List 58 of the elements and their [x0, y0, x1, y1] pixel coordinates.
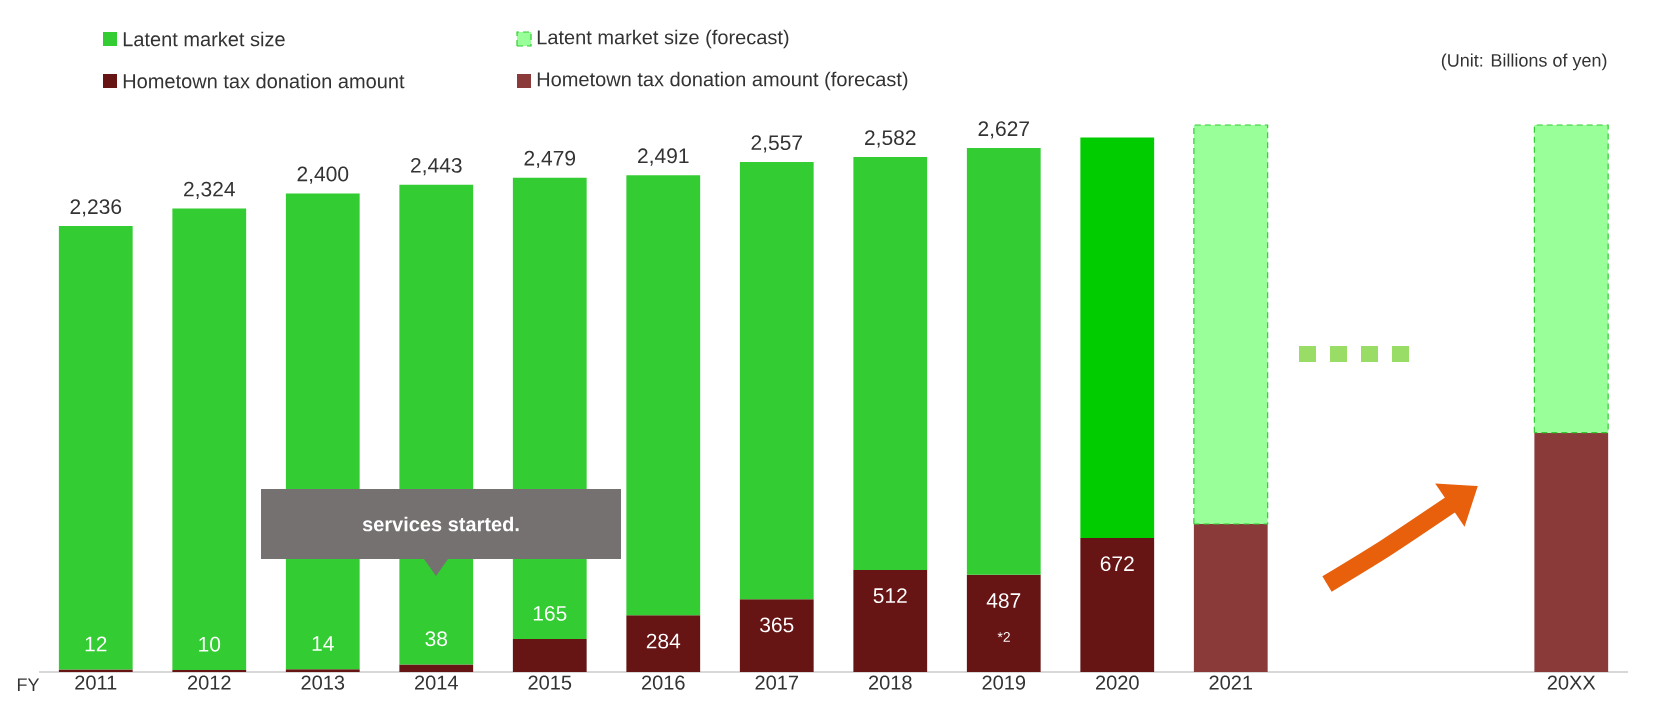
total-label: 2,627	[978, 121, 1029, 139]
legend-label: Latent market size (forecast)	[537, 29, 789, 49]
data-label: 38	[425, 631, 448, 647]
bar	[1193, 524, 1268, 672]
bar	[1080, 537, 1155, 672]
bar	[1080, 137, 1155, 538]
annotation: *2	[997, 632, 1010, 642]
data-label: 672	[1100, 556, 1134, 572]
bar	[512, 639, 587, 672]
bar	[626, 175, 701, 616]
total-label: 2,400	[297, 166, 349, 184]
x-tick-label: 2019	[982, 675, 1026, 690]
x-axis-title: FY	[17, 678, 40, 691]
bar	[172, 208, 247, 670]
x-tick-label: 2017	[755, 675, 799, 690]
bar	[285, 669, 360, 672]
data-label: 12	[85, 636, 107, 652]
bar	[1193, 124, 1269, 525]
total-label: 2,491	[638, 148, 689, 166]
data-label: 365	[760, 617, 794, 633]
x-tick-label: 2016	[642, 675, 685, 690]
bar	[399, 664, 474, 672]
total-label: 2,557	[751, 135, 802, 153]
legend-label: Hometown tax donation amount	[123, 73, 405, 89]
bar	[739, 162, 814, 600]
x-tick-label: 2015	[528, 675, 572, 690]
data-label: 512	[873, 588, 907, 604]
legend-label: Latent market size	[123, 31, 285, 47]
total-label: 2,236	[70, 199, 122, 217]
data-label: 487	[986, 593, 1021, 609]
data-label: 165	[533, 605, 567, 621]
data-label: 10	[199, 636, 221, 652]
x-tick-label: 20XX	[1547, 675, 1596, 690]
annotation: services started.	[362, 516, 519, 532]
total-label: 2,582	[865, 130, 916, 148]
legend-label: Hometown tax donation amount (forecast)	[537, 71, 908, 91]
x-tick-label: 2011	[75, 675, 117, 690]
bar	[626, 615, 701, 672]
total-label: 2,324	[184, 181, 235, 200]
x-tick-label: 2018	[869, 675, 912, 690]
x-tick-label: 2020	[1096, 675, 1139, 690]
x-tick-label: 2014	[415, 675, 458, 690]
bar	[966, 148, 1041, 575]
bar	[1533, 124, 1609, 434]
text: (Unit: Billions of yen)	[1441, 53, 1607, 71]
data-label: 14	[312, 636, 334, 651]
bar	[1534, 432, 1609, 672]
bar	[853, 569, 928, 672]
total-label: 2,479	[524, 150, 576, 169]
bar	[853, 157, 928, 570]
bar	[739, 599, 814, 672]
x-tick-label: 2012	[188, 675, 231, 690]
bar	[966, 574, 1041, 672]
total-label: 2,443	[411, 157, 462, 176]
x-tick-label: 2013	[301, 675, 345, 690]
data-label: 284	[646, 633, 681, 649]
x-tick-label: 2021	[1209, 675, 1253, 690]
bar	[58, 226, 133, 670]
